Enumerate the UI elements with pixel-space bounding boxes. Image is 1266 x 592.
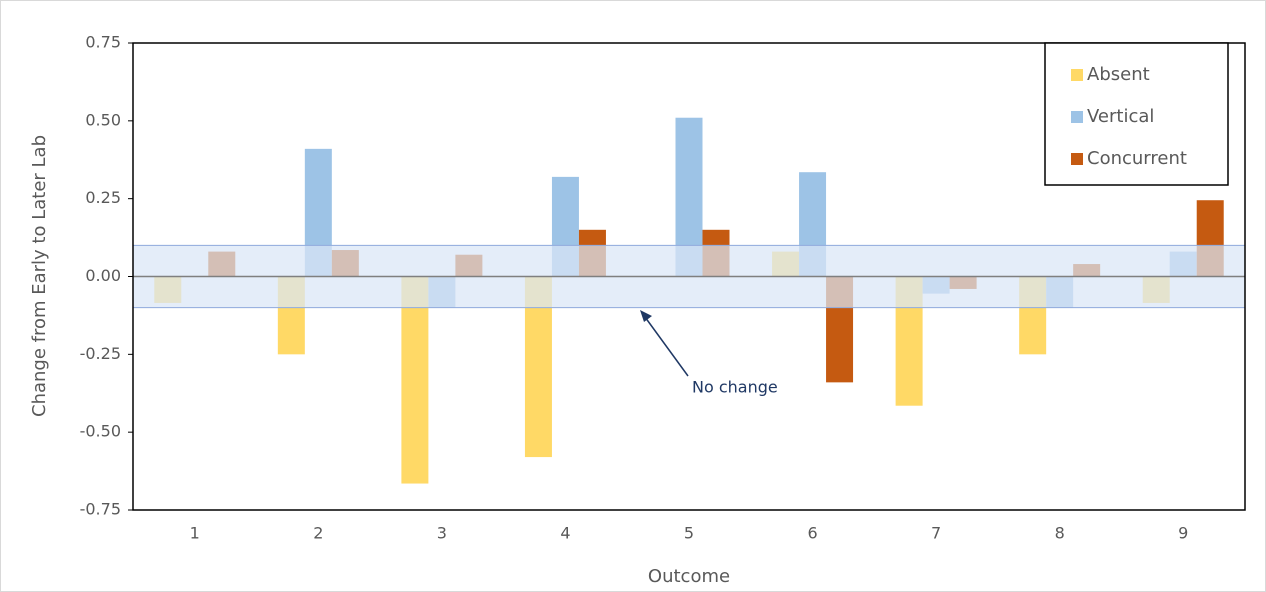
plot-frame (132, 42, 1246, 511)
x-tick-label: 6 (807, 524, 817, 543)
y-tick-label: -0.50 (80, 422, 121, 441)
y-tick-label: 0.75 (85, 33, 121, 52)
x-axis-label: Outcome (648, 566, 730, 587)
annotation-arrowhead (640, 310, 652, 322)
legend-swatch (1071, 69, 1083, 81)
legend-swatch (1071, 153, 1083, 165)
legend-label: Vertical (1087, 106, 1154, 127)
y-tick-label: -0.75 (80, 500, 121, 519)
x-tick-label: 8 (1055, 524, 1065, 543)
x-tick-label: 2 (313, 524, 323, 543)
x-tick-label: 1 (190, 524, 200, 543)
y-axis-label: Change from Early to Later Lab (29, 135, 50, 417)
x-tick-label: 4 (560, 524, 570, 543)
bar (401, 276, 429, 484)
y-tick-label: -0.25 (80, 344, 121, 363)
legend-label: Concurrent (1087, 148, 1187, 169)
x-tick-label: 3 (437, 524, 447, 543)
annotation-arrow (644, 316, 689, 377)
y-tick-label: 0.25 (85, 188, 121, 207)
x-tick-label: 9 (1178, 524, 1188, 543)
annotation: No change (692, 378, 778, 397)
y-tick-label: 0.50 (85, 110, 121, 129)
y-tick-label: 0.00 (85, 266, 121, 285)
x-tick-label: 5 (684, 524, 694, 543)
x-tick-label: 7 (931, 524, 941, 543)
legend-label: Absent (1087, 64, 1150, 85)
legend-swatch (1071, 111, 1083, 123)
